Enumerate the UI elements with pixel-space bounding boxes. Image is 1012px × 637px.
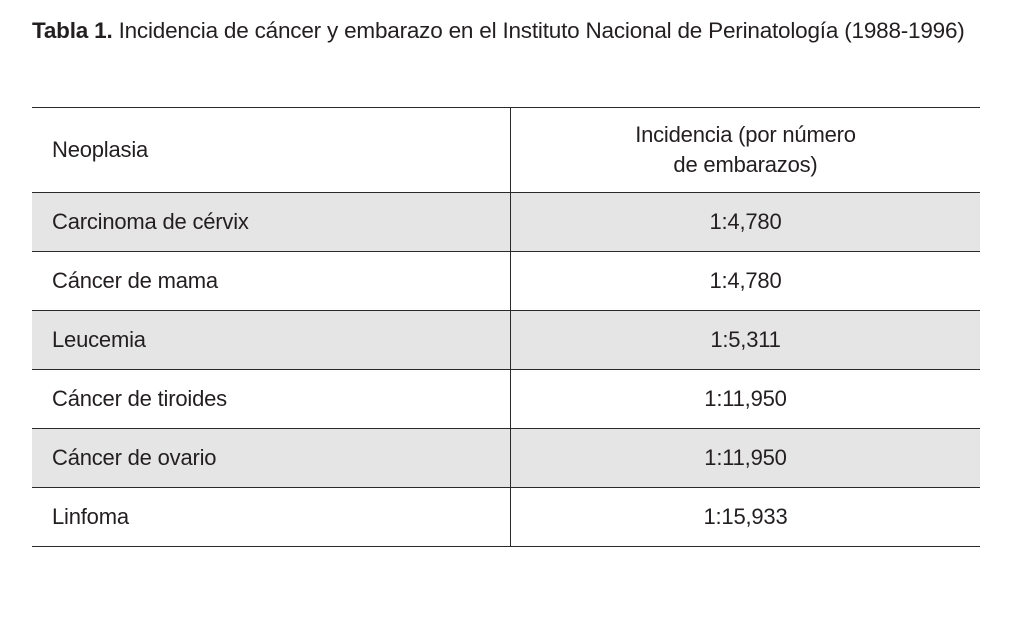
table-cell-incidencia: 1:4,780 — [510, 252, 980, 310]
table-caption: Tabla 1. Incidencia de cáncer y embarazo… — [32, 14, 980, 47]
table-cell-incidencia: 1:11,950 — [510, 370, 980, 428]
table-cell-neoplasia: Linfoma — [52, 504, 129, 529]
table-cell-neoplasia: Carcinoma de cérvix — [52, 209, 249, 234]
table-row: Carcinoma de cérvix 1:4,780 — [32, 193, 980, 252]
table-cell-neoplasia: Leucemia — [52, 327, 146, 352]
table-cell-incidencia: 1:4,780 — [510, 193, 980, 251]
table-cell-incidencia: 1:5,311 — [510, 311, 980, 369]
table-caption-label: Tabla 1. — [32, 18, 113, 43]
table-header-row: Neoplasia Incidencia (por número de emba… — [32, 108, 980, 193]
table-cell-neoplasia: Cáncer de tiroides — [52, 386, 227, 411]
table-cell-neoplasia: Cáncer de mama — [52, 268, 218, 293]
table-row: Cáncer de tiroides 1:11,950 — [32, 370, 980, 429]
header-cell-incidencia: Incidencia (por número de embarazos) — [510, 108, 980, 192]
table-cell-neoplasia: Cáncer de ovario — [52, 445, 217, 470]
table-row: Linfoma 1:15,933 — [32, 488, 980, 546]
table-row: Leucemia 1:5,311 — [32, 311, 980, 370]
table-row: Cáncer de mama 1:4,780 — [32, 252, 980, 311]
table-cell-incidencia: 1:11,950 — [510, 429, 980, 487]
table-row: Cáncer de ovario 1:11,950 — [32, 429, 980, 488]
incidence-table: Neoplasia Incidencia (por número de emba… — [32, 107, 980, 547]
header-cell-neoplasia: Neoplasia — [52, 137, 149, 162]
table-caption-text: Incidencia de cáncer y embarazo en el In… — [112, 18, 965, 43]
table-cell-incidencia: 1:15,933 — [510, 488, 980, 546]
